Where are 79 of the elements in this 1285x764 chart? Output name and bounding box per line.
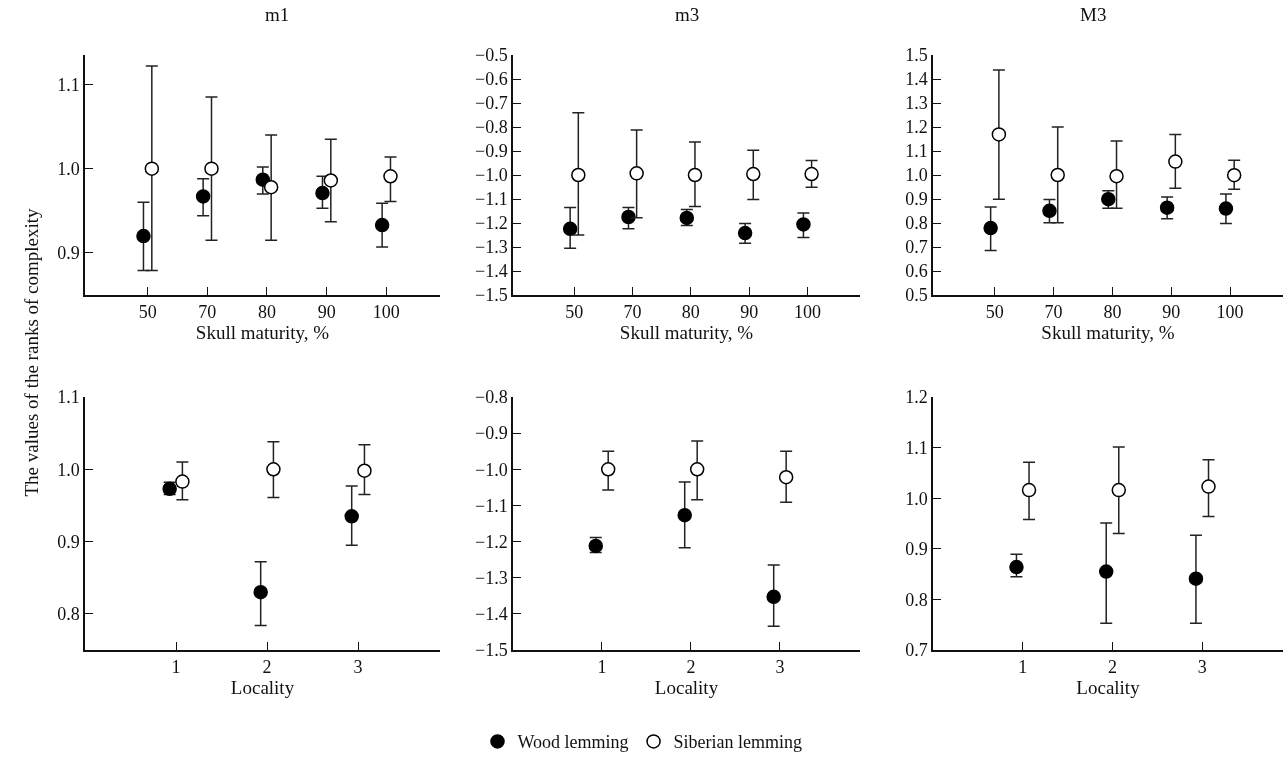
y-tick-label: −0.7 [474,93,508,114]
x-tick-label: 90 [740,302,759,323]
x-tick-label: 80 [1103,302,1122,323]
x-tick-label: 70 [623,302,642,323]
y-tick-label: 0.7 [905,640,928,661]
y-tick-label: 0.9 [57,531,80,552]
y-tick-label: 1.1 [57,74,80,95]
y-tick-label: −1.3 [474,568,508,589]
x-axis-title: Locality [654,677,719,699]
y-tick-label: 1.1 [905,437,928,458]
x-tick-label: 100 [372,302,400,323]
x-tick-label: 3 [775,657,785,678]
y-tick-label: 1.0 [905,165,928,186]
x-axis-title: Locality [1076,677,1141,699]
x-axis-title: Locality [230,677,295,699]
y-tick-label: 0.9 [57,243,80,264]
y-tick-label: 0.8 [905,213,928,234]
y-tick-label: −0.8 [474,387,508,408]
x-tick-label: 80 [257,302,276,323]
x-tick-label: 90 [317,302,336,323]
legend-label: Wood lemming [517,732,629,753]
x-tick-label: 50 [565,302,584,323]
y-tick-label: 0.9 [905,189,928,210]
x-axis-title: Skull maturity, % [619,322,754,344]
x-axis-title: Skull maturity, % [1041,322,1175,344]
y-tick-label: −1.4 [474,604,508,625]
x-tick-label: 2 [262,657,272,678]
y-tick-label: −1.1 [474,495,508,516]
chart-title: m3 [675,4,700,25]
legend-label: Siberian lemming [673,732,803,753]
y-tick-label: −1.4 [474,261,508,282]
y-tick-label: 0.5 [905,285,928,306]
x-tick-label: 70 [1044,302,1063,323]
y-tick-label: 1.1 [905,141,928,162]
y-tick-label: −0.9 [474,423,508,444]
y-tick-label: −0.8 [474,117,508,138]
y-tick-label: −1.3 [474,237,508,258]
y-tick-label: 1.0 [905,488,928,509]
y-tick-label: 1.4 [905,69,928,90]
x-tick-label: 90 [1162,302,1181,323]
chart-title: M3 [1080,4,1107,25]
y-tick-label: 1.2 [905,387,928,408]
y-tick-label: −1.2 [474,213,508,234]
y-tick-label: −1.2 [474,531,508,552]
x-tick-label: 1 [1018,657,1028,678]
x-tick-label: 2 [1107,657,1117,678]
y-tick-label: −0.9 [474,141,508,162]
y-tick-label: 0.7 [905,237,928,258]
y-tick-label: 1.5 [905,45,928,66]
y-tick-label: 1.0 [57,158,80,179]
y-tick-label: −1.5 [474,285,508,306]
y-tick-label: 1.1 [57,387,80,408]
y-tick-label: −0.6 [474,69,508,90]
y-tick-label: −1.0 [474,459,508,480]
x-tick-label: 70 [198,302,217,323]
y-axis-title: The values of the ranks of complexity [20,207,42,497]
x-tick-label: 100 [794,302,822,323]
x-tick-label: 50 [985,302,1004,323]
y-tick-label: −1.5 [474,640,508,661]
y-tick-label: 0.9 [905,539,928,560]
x-tick-label: 1 [171,657,181,678]
x-tick-label: 100 [1216,302,1244,323]
y-tick-label: 1.3 [905,93,928,114]
y-tick-label: 0.8 [905,589,928,610]
y-tick-label: 1.2 [905,117,928,138]
x-tick-label: 3 [353,657,363,678]
x-tick-label: 3 [1197,657,1207,678]
x-axis-title: Skull maturity, % [195,322,330,344]
x-tick-label: 80 [681,302,700,323]
x-tick-label: 2 [686,657,696,678]
y-tick-label: −1.0 [474,165,508,186]
y-tick-label: 1.0 [57,459,80,480]
y-tick-label: −0.5 [474,45,508,66]
chart-title: m1 [265,4,290,25]
y-tick-label: 0.6 [905,261,928,282]
x-tick-label: 50 [138,302,157,323]
x-tick-label: 1 [597,657,607,678]
y-tick-label: 0.8 [57,604,80,625]
y-tick-label: −1.1 [474,189,508,210]
